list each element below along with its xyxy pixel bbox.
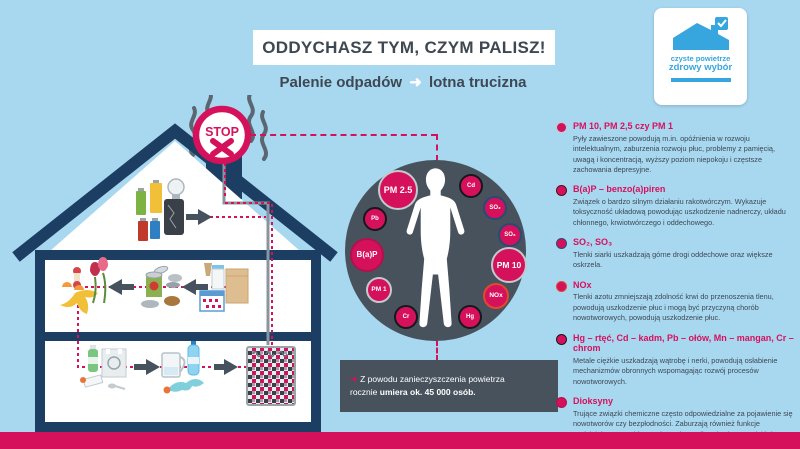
stat-arrow-icon: ➜ xyxy=(350,373,358,384)
lightbulb-illustration xyxy=(167,178,185,200)
flowers-illustration xyxy=(90,257,108,304)
stat-line2-bold: umiera ok. 45 000 osób. xyxy=(379,387,476,397)
list-item-metals: Hg – rtęć, Cd – kadm, Pb – ołów, Mn – ma… xyxy=(556,333,798,388)
chemical-pm25: PM 2.5 xyxy=(378,170,418,210)
logo-house-icon xyxy=(672,17,729,50)
pollutant-description: Związek o bardzo silnym działaniu rakotw… xyxy=(573,197,786,227)
stop-x-icon xyxy=(210,138,234,157)
bottom-banner xyxy=(0,432,800,449)
list-item-nox: NOx Tlenki azotu zmniejszają zdolność kr… xyxy=(556,280,798,324)
list-item-bap: B(a)P – benzo(a)piren Związek o bardzo s… xyxy=(556,184,798,228)
dashed-connector-to-statbox xyxy=(436,340,438,361)
chemical-pm10: PM 10 xyxy=(491,247,527,283)
bottles-illustration xyxy=(161,341,204,394)
pollutant-list: PM 10, PM 2,5 czy PM 1 Pyły zawieszone p… xyxy=(556,121,798,449)
pollutant-name: SO₂, SO₃ xyxy=(573,237,613,248)
batteries-illustration xyxy=(136,180,162,241)
chemical-cd: Cd xyxy=(459,174,483,198)
phone-illustration xyxy=(164,199,184,235)
chemical-cr: Cr xyxy=(394,305,418,329)
roof xyxy=(12,123,338,262)
attic-arrow-icon xyxy=(186,209,212,225)
pollutant-name: Dioksyny xyxy=(573,396,614,407)
chemical-nox: NOx xyxy=(483,283,509,309)
list-item-pm: PM 10, PM 2,5 czy PM 1 Pyły zawieszone p… xyxy=(556,121,798,175)
stop-sign-label: STOP xyxy=(205,125,239,139)
bullet-metals-icon xyxy=(556,333,567,345)
bullet-pm-icon xyxy=(556,122,567,133)
list-item-so: SO₂, SO₃ Tlenki siarki uszkadzają górne … xyxy=(556,237,798,271)
stop-sign: STOP xyxy=(192,105,252,165)
middle-arrow-left-2-icon xyxy=(182,279,208,295)
death-statistic-box: ➜ Z powodu zanieczyszczenia powietrza roc… xyxy=(340,360,558,412)
middle-arrow-left-1-icon xyxy=(108,279,134,295)
chemical-hg: Hg xyxy=(458,305,482,329)
pollutant-name: NOx xyxy=(573,279,592,290)
pollutant-description: Tlenki azotu zmniejszają zdolność krwi d… xyxy=(573,292,774,323)
pollutants-body-diagram: PM 2.5 Cd Pb SO₂ SO₃ B(a)P PM 10 PM 1 NO… xyxy=(345,160,527,341)
arrow-right-icon: ➜ xyxy=(409,74,422,91)
dashed-connector-horizontal xyxy=(250,134,437,136)
pollutant-name: Hg – rtęć, Cd – kadm, Pb – ołów, Mn – ma… xyxy=(573,332,794,354)
paper-waste-illustration xyxy=(199,263,249,312)
dashed-connector-to-circle xyxy=(436,134,438,161)
floor-divider xyxy=(42,332,314,341)
czyste-powietrze-logo: czyste powietrze zdrowy wybór xyxy=(654,8,747,105)
cans-illustration xyxy=(141,265,182,308)
logo-bar xyxy=(670,78,731,83)
pollutant-name: PM 10, PM 2,5 czy PM 1 xyxy=(573,121,674,131)
subtitle-right: lotna trucizna xyxy=(428,74,527,91)
stat-line1: Z powodu zanieczyszczenia powietrza xyxy=(360,373,505,384)
bullet-so-icon xyxy=(556,238,567,250)
pollutant-name: B(a)P – benzo(a)piren xyxy=(573,184,666,195)
chemical-pb: Pb xyxy=(363,207,387,231)
logo-line1: czyste powietrze xyxy=(670,54,731,63)
chemical-so2: SO₂ xyxy=(483,196,507,220)
subtitle-left: Palenie odpadów xyxy=(279,74,403,91)
stat-line2-prefix: rocznie xyxy=(350,387,380,397)
page-title: ODDYCHASZ TYM, CZYM PALISZ! xyxy=(253,30,555,65)
pollutant-description: Metale ciężkie uszkadzają wątrobę i nerk… xyxy=(573,356,778,386)
house-illustration: STOP xyxy=(12,95,338,432)
food-waste-illustration xyxy=(60,267,98,314)
chemical-pm1: PM 1 xyxy=(366,277,392,303)
bottom-arrow-right-1-icon xyxy=(134,359,160,375)
bullet-dioksyny-icon xyxy=(556,397,567,409)
bullet-nox-icon xyxy=(556,280,567,292)
furnace-illustration xyxy=(246,346,296,406)
plastics-illustration xyxy=(80,345,127,390)
chemical-so3: SO₃ xyxy=(498,223,522,247)
page-subtitle: Palenie odpadów ➜ lotna trucizna xyxy=(228,73,578,91)
pollutant-description: Pyły zawieszone powodują m.in. opóźnieni… xyxy=(573,133,775,174)
chemical-bap: B(a)P xyxy=(350,238,384,272)
logo-line2: zdrowy wybór xyxy=(668,62,733,74)
bottom-arrow-right-2-icon xyxy=(214,359,238,375)
human-silhouette xyxy=(406,168,465,328)
pollutant-description: Tlenki siarki uszkadzają górne drogi odd… xyxy=(573,249,773,270)
bullet-bap-icon xyxy=(556,185,567,197)
